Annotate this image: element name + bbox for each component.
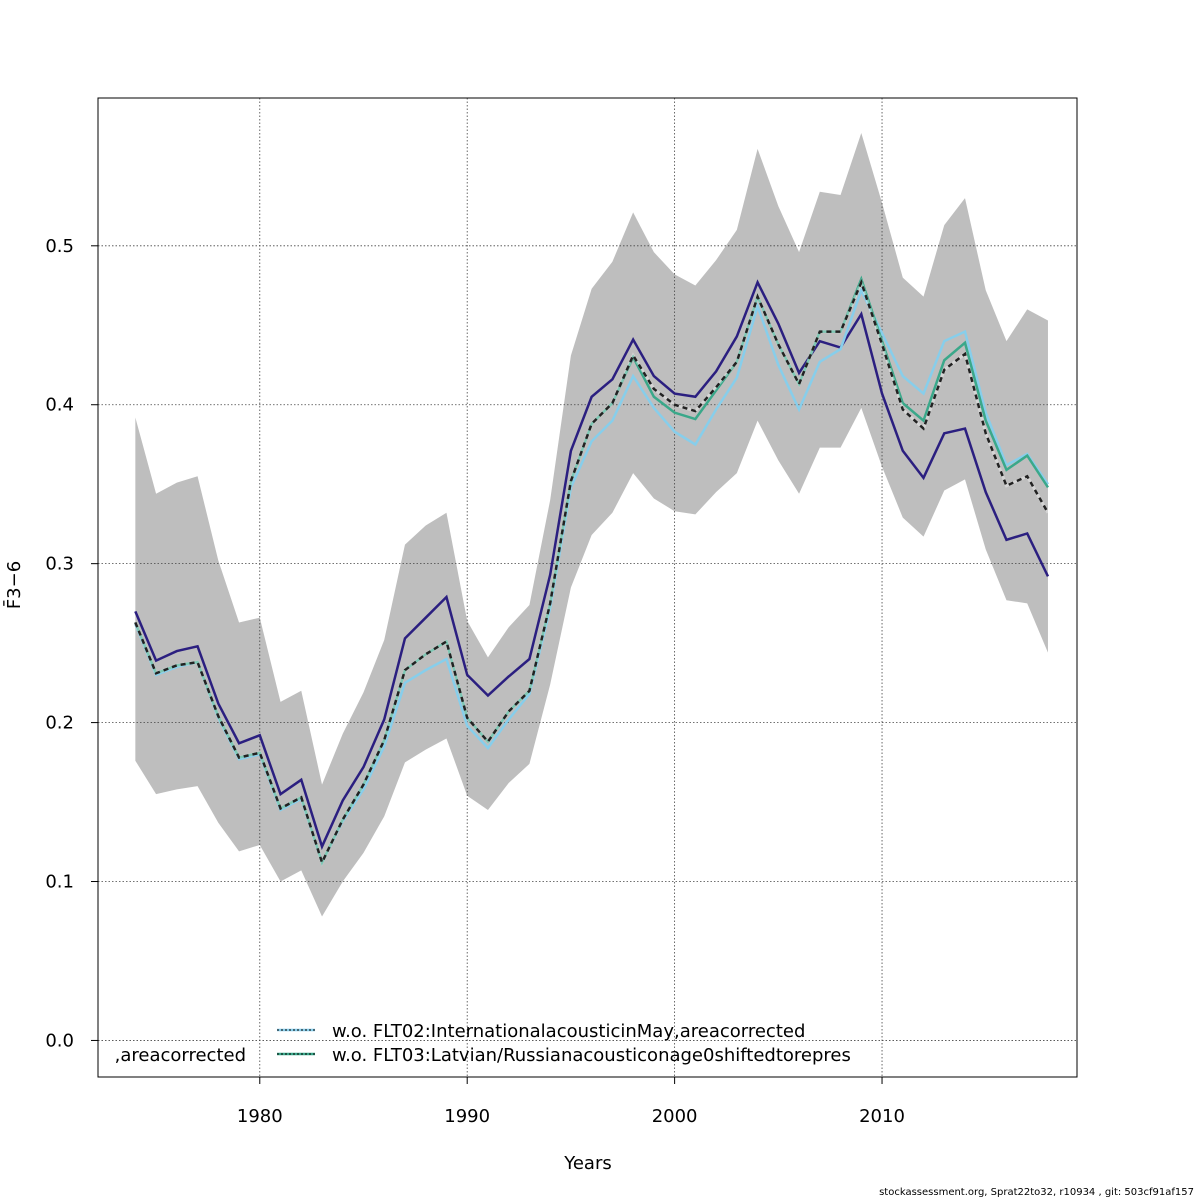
y-tick-label: 0.1 [45,872,74,893]
confidence-band [135,132,1048,917]
y-tick-label: 0.4 [45,395,74,416]
series-line-0 [134,279,1050,851]
x-tick-label: 2000 [652,1106,698,1127]
legend: ,areacorrected w.o. FLT02:Internationala… [115,1021,851,1066]
footer-credit: stockassessment.org, Sprat22to32, r10934… [879,1187,1194,1198]
y-tick-label: 0.5 [45,236,74,257]
series-line-base [134,278,1050,866]
legend-label-2: w.o. FLT03:Latvian/Russianacousticonage0… [332,1045,851,1066]
y-axis-label-group: F̄3−6 [3,561,25,609]
y-tick-label: 0.0 [45,1030,74,1051]
x-tick-label: 2010 [859,1106,905,1127]
x-tick-label: 1990 [444,1106,490,1127]
y-tick-label: 0.3 [45,554,74,575]
x-axis-label: Years [563,1153,612,1174]
legend-label-1: w.o. FLT02:InternationalacousticinMay,ar… [332,1021,805,1042]
plot-frame [97,97,1078,1078]
series-line-1 [134,287,1049,866]
y-tick-label: 0.2 [45,713,74,734]
y-axis-label: F̄3−6 [3,561,25,609]
x-tick-label: 1980 [237,1106,283,1127]
legend-label-0: ,areacorrected [115,1045,246,1066]
